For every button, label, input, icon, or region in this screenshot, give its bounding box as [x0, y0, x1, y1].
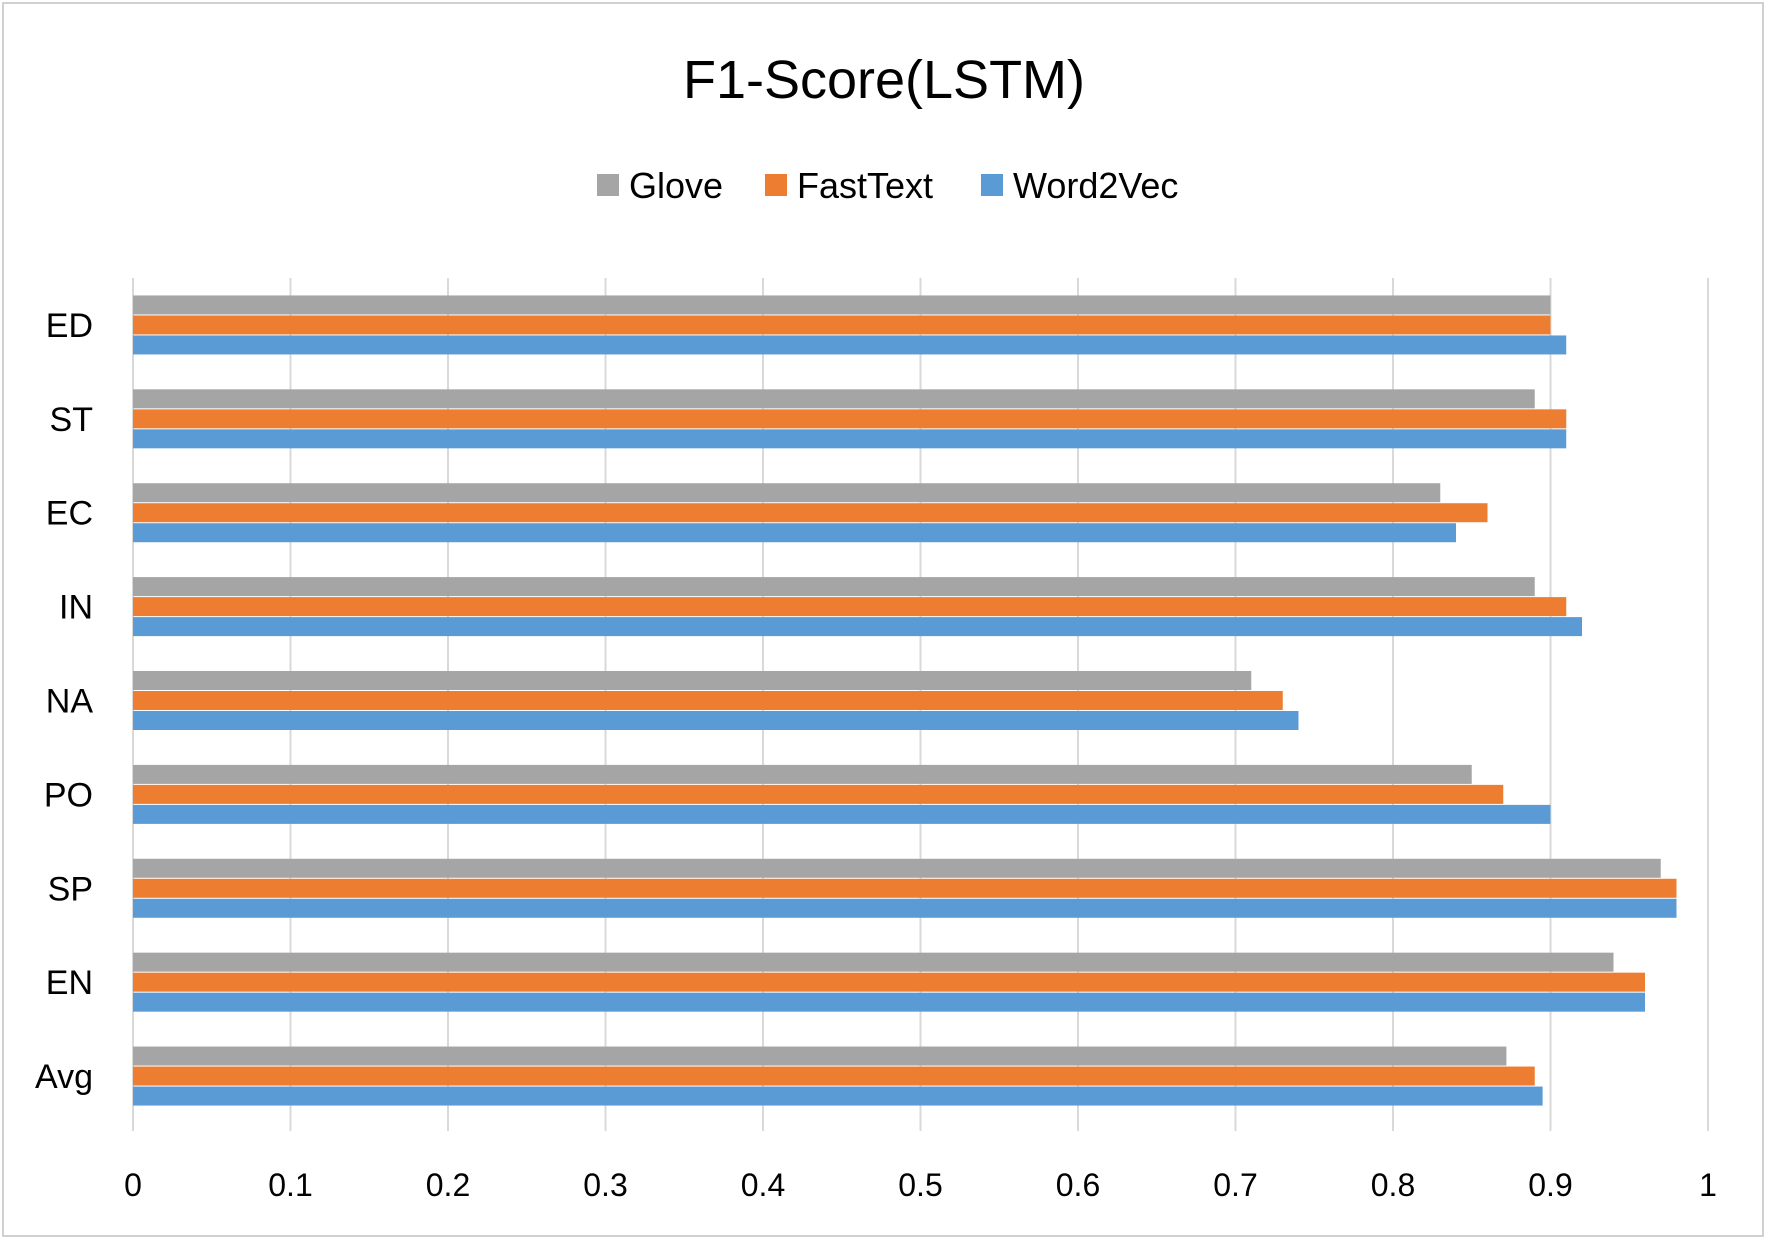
- bar-word2vec-en: [133, 992, 1645, 1012]
- category-label: EC: [46, 495, 93, 533]
- legend-item-word2vec: Word2Vec: [981, 165, 1178, 206]
- category-label: PO: [44, 776, 93, 814]
- category-label: ED: [46, 307, 93, 345]
- bar-word2vec-ed: [133, 335, 1567, 355]
- bar-glove-na: [133, 671, 1252, 690]
- x-tick-label: 0.4: [741, 1167, 785, 1203]
- x-tick-label: 0.2: [426, 1167, 470, 1203]
- category-label: EN: [46, 964, 93, 1002]
- bar-word2vec-avg: [133, 1086, 1543, 1106]
- x-tick-label: 0: [124, 1167, 142, 1203]
- legend-label: Word2Vec: [1013, 165, 1178, 206]
- legend-item-glove: Glove: [597, 165, 723, 206]
- bar-word2vec-na: [133, 711, 1299, 730]
- bar-fasttext-en: [133, 972, 1645, 992]
- x-tick-label: 0.9: [1528, 1167, 1572, 1203]
- legend-item-fasttext: FastText: [765, 165, 933, 206]
- x-tick-label: 0.3: [583, 1167, 627, 1203]
- legend-swatch: [597, 174, 619, 196]
- category-label: NA: [46, 683, 94, 721]
- chart-title: F1-Score(LSTM): [683, 50, 1085, 110]
- bar-fasttext-po: [133, 784, 1504, 804]
- legend-label: Glove: [629, 165, 723, 206]
- bar-word2vec-in: [133, 617, 1582, 637]
- bar-glove-st: [133, 389, 1535, 409]
- legend-swatch: [981, 174, 1003, 196]
- bar-word2vec-ec: [133, 523, 1456, 543]
- legend-swatch: [765, 174, 787, 196]
- legend: Glove FastText Word2Vec: [597, 165, 1178, 206]
- category-label: ST: [50, 401, 93, 439]
- bar-glove-sp: [133, 858, 1661, 878]
- category-label: IN: [59, 589, 93, 627]
- category-labels: ED ST EC IN NA PO SP EN Avg: [35, 307, 93, 1096]
- bar-glove-ec: [133, 483, 1441, 503]
- x-tick-labels: 0 0.1 0.2 0.3 0.4 0.5 0.6 0.7 0.8 0.9 1: [124, 1167, 1717, 1203]
- bar-fasttext-na: [133, 691, 1283, 710]
- bar-fasttext-avg: [133, 1066, 1535, 1086]
- x-tick-label: 1: [1699, 1167, 1717, 1203]
- bar-glove-in: [133, 577, 1535, 597]
- bar-fasttext-ed: [133, 315, 1551, 335]
- x-tick-label: 0.5: [898, 1167, 942, 1203]
- bar-word2vec-st: [133, 429, 1567, 449]
- bar-fasttext-st: [133, 409, 1567, 429]
- x-tick-label: 0.7: [1213, 1167, 1257, 1203]
- bar-fasttext-ec: [133, 503, 1488, 523]
- bar-glove-po: [133, 764, 1472, 784]
- category-label: SP: [48, 870, 93, 908]
- x-tick-label: 0.6: [1056, 1167, 1100, 1203]
- x-tick-label: 0.8: [1371, 1167, 1415, 1203]
- x-tick-label: 0.1: [268, 1167, 312, 1203]
- category-label: Avg: [35, 1058, 93, 1096]
- bar-glove-ed: [133, 295, 1551, 315]
- legend-label: FastText: [797, 165, 933, 206]
- bar-word2vec-sp: [133, 898, 1677, 918]
- bar-word2vec-po: [133, 804, 1551, 824]
- bar-fasttext-in: [133, 597, 1567, 617]
- bar-fasttext-sp: [133, 878, 1677, 898]
- bar-glove-en: [133, 952, 1614, 972]
- bar-glove-avg: [133, 1046, 1507, 1066]
- bars: [133, 295, 1677, 1106]
